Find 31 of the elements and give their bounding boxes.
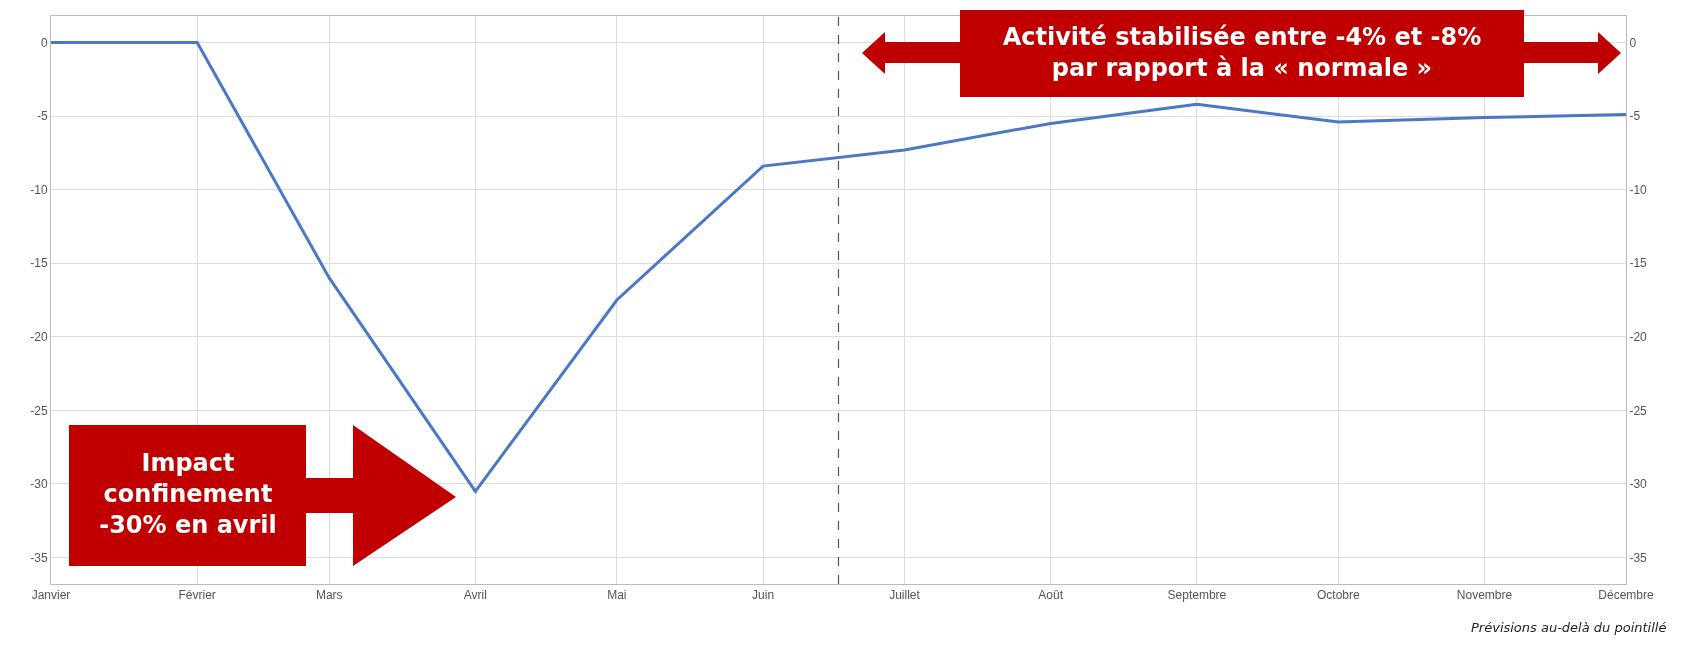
y2-tick-label: -15	[1629, 256, 1648, 271]
y-tick-label: -20	[30, 329, 48, 344]
y-tick-label: -10	[30, 182, 48, 197]
y2-tick-label: -10	[1629, 182, 1648, 197]
x-tick-label: Octobre	[1317, 588, 1361, 603]
y2-tick-label: -20	[1629, 329, 1648, 344]
x-tick-label: Septembre	[1167, 588, 1227, 603]
x-tick-label: Décembre	[1598, 588, 1654, 603]
x-tick-label: Janvier	[31, 588, 71, 603]
y-tick-label: -30	[30, 477, 48, 492]
y-tick-label: 0	[40, 35, 48, 50]
x-tick-label: Juillet	[889, 588, 921, 603]
y-tick-label: -5	[36, 109, 48, 124]
annotation: Activité stabilisée entre -4% et -8% par rapport à la « normale »	[1002, 21, 1482, 84]
x-tick-label: Juin	[752, 588, 775, 603]
y2-tick-label: -25	[1629, 403, 1648, 418]
y-tick-label: -15	[30, 256, 48, 271]
x-tick-label: Mars	[315, 588, 343, 603]
text: Prévisions au-delà du pointillé	[1471, 620, 1667, 635]
annotation: Impact confinement -30% en avril	[99, 448, 277, 542]
x-tick-label: Août	[1038, 588, 1064, 603]
x-tick-label: Avril	[463, 588, 487, 603]
x-tick-label: Novembre	[1456, 588, 1513, 603]
y2-tick-label: -35	[1629, 550, 1648, 565]
y2-tick-label: -30	[1629, 477, 1648, 492]
y-tick-label: -35	[30, 550, 48, 565]
y-tick-label: -25	[30, 403, 48, 418]
x-tick-label: Mai	[607, 588, 627, 603]
y2-tick-label: -5	[1629, 109, 1641, 124]
x-tick-label: Février	[178, 588, 216, 603]
y2-tick-label: 0	[1629, 35, 1637, 50]
